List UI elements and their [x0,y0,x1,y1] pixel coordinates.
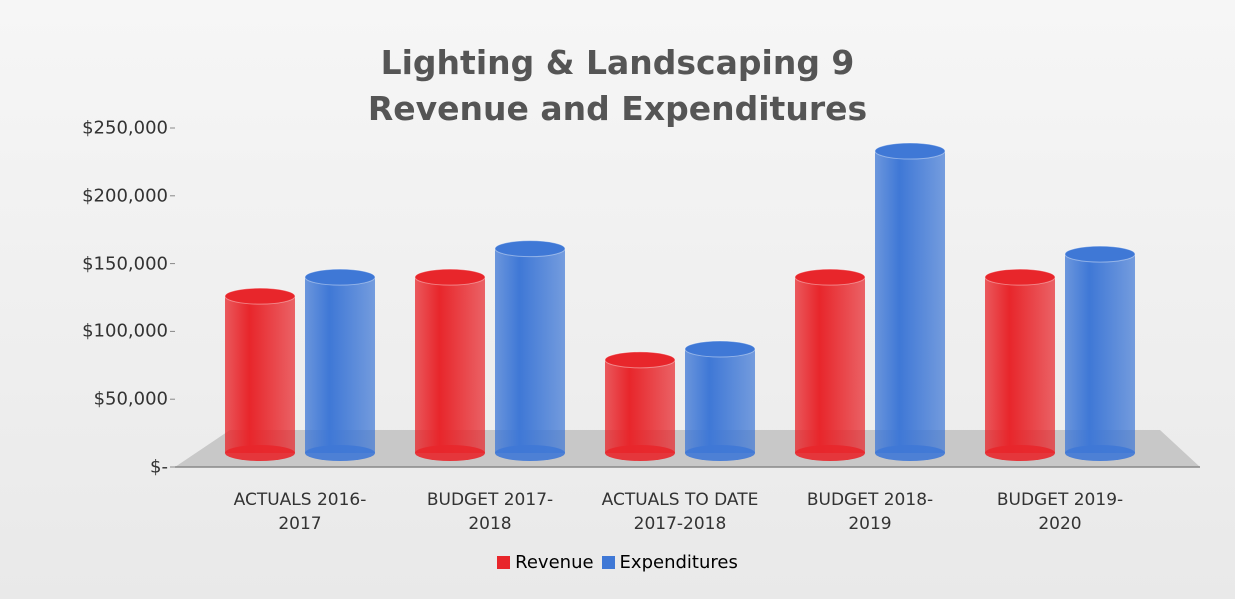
cylinder-top [604,351,676,369]
legend-swatch [601,556,615,569]
legend-item: Expenditures [601,552,738,573]
x-tick-label: ACTUALS 2016- 2017 [233,490,367,534]
cylinder-top [224,287,296,305]
legend: Revenue Expenditures [0,552,1235,574]
legend-label: Expenditures [619,552,738,573]
cylinder [414,268,486,461]
cylinder-body [225,296,295,453]
y-tick-label: $200,000 [82,185,168,207]
x-tick-label: BUDGET 2017- 2018 [426,490,554,534]
y-tick-label: $100,000 [82,320,168,342]
cylinder-body [985,277,1055,453]
cylinder-top [984,268,1056,286]
y-tick-label: $50,000 [93,388,168,410]
cylinder-body [495,248,565,453]
cylinder [224,287,296,461]
y-tick-label: $250,000 [82,117,168,139]
cylinder [494,240,566,461]
cylinder [604,351,676,461]
cylinder-body [1065,254,1135,453]
x-tick-label: BUDGET 2018- 2019 [806,490,934,534]
legend-label: Revenue [515,552,594,573]
cylinder-body [795,277,865,453]
cylinder-body [605,359,675,453]
cylinder-top [414,268,486,286]
cylinder [794,268,866,461]
cylinder-body [685,349,755,453]
cylinder-top [1064,245,1136,263]
cylinder [304,268,376,461]
cylinder-top [684,340,756,358]
cylinder-top [874,142,946,160]
legend-swatch [497,556,511,569]
cylinder-body [415,277,485,453]
cylinder [684,340,756,461]
x-tick-label: ACTUALS TO DATE 2017-2018 [601,490,759,534]
y-tick-label: $- [150,456,168,478]
legend-item: Revenue [497,552,594,573]
cylinder [874,142,946,461]
chart-title: Lighting & Landscaping 9 Revenue and Exp… [367,43,868,128]
cylinder [1064,245,1136,461]
cylinder-top [304,268,376,286]
cylinder-body [305,277,375,453]
cylinder [984,268,1056,461]
x-tick-label: BUDGET 2019- 2020 [996,490,1124,534]
cylinder-body [875,151,945,453]
y-tick-label: $150,000 [82,253,168,275]
cylinder-top [494,240,566,258]
cylinder-top [794,268,866,286]
